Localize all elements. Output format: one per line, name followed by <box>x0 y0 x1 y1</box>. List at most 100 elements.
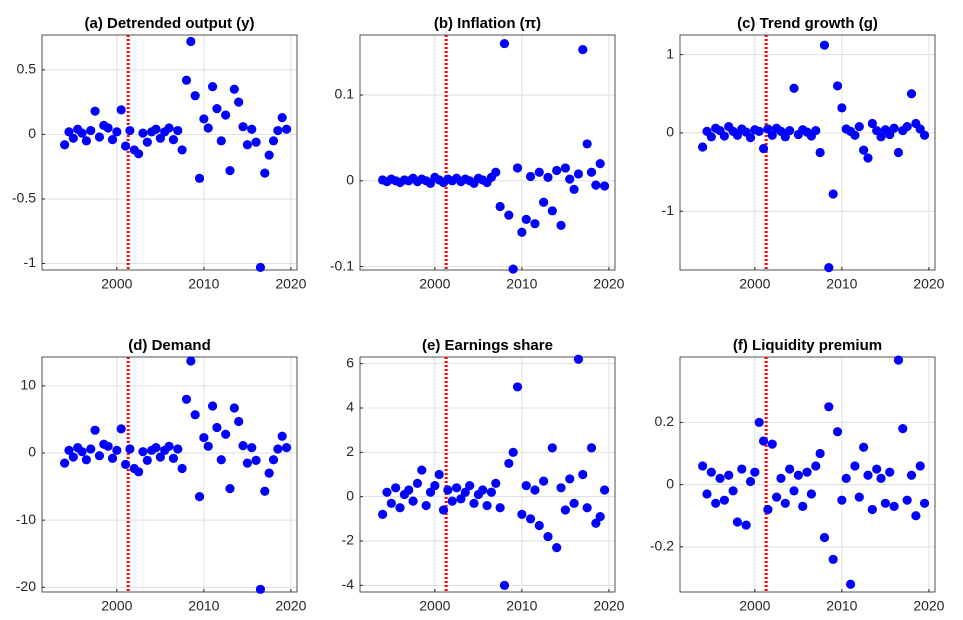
point <box>142 137 152 147</box>
point <box>90 425 100 435</box>
point <box>164 123 174 133</box>
point <box>60 140 70 150</box>
y-tick-label: -2 <box>342 532 355 548</box>
y-tick-label: 10 <box>20 377 36 393</box>
point <box>264 150 274 160</box>
point <box>754 417 764 427</box>
point <box>863 153 873 163</box>
point <box>199 114 209 124</box>
point <box>203 441 213 451</box>
point <box>216 136 226 146</box>
y-tick-label: 0 <box>28 444 36 460</box>
y-tick-label: -20 <box>16 578 36 594</box>
point <box>534 520 544 531</box>
point <box>889 501 899 512</box>
point <box>578 469 588 480</box>
point <box>715 473 725 483</box>
point <box>863 470 873 480</box>
point <box>745 133 756 143</box>
y-tick-label: 2 <box>346 443 354 459</box>
point <box>750 467 760 477</box>
x-tick-label: 2020 <box>593 276 624 292</box>
point <box>207 401 218 411</box>
point <box>430 480 440 491</box>
point <box>499 38 510 49</box>
point <box>273 444 283 454</box>
x-tick-label: 2010 <box>188 276 219 292</box>
point <box>737 464 747 474</box>
point <box>854 122 864 132</box>
point <box>802 467 812 477</box>
point <box>181 394 192 404</box>
point <box>785 125 795 136</box>
point <box>251 137 261 147</box>
y-tick-label: -4 <box>342 576 355 592</box>
point <box>203 123 213 133</box>
point <box>504 210 514 220</box>
point <box>181 75 192 85</box>
point <box>116 424 126 434</box>
point <box>155 452 165 462</box>
point <box>212 422 222 433</box>
y-tick-label: 0 <box>28 125 36 141</box>
point <box>229 403 239 413</box>
point <box>824 263 834 273</box>
point <box>221 110 231 120</box>
point <box>234 416 244 427</box>
axes-box <box>41 356 298 593</box>
point <box>255 262 266 273</box>
x-tick-label: 2020 <box>593 598 624 614</box>
point <box>828 554 838 564</box>
chart-title: (a) Detrended output (y) <box>85 15 255 32</box>
point <box>569 184 579 194</box>
x-tick-label: 2000 <box>101 598 132 614</box>
point <box>702 489 712 499</box>
chart-title: (d) Demand <box>128 337 211 354</box>
point <box>767 130 777 140</box>
y-tick-label: -0.2 <box>650 538 674 554</box>
point <box>103 441 113 451</box>
point <box>469 498 479 508</box>
point <box>504 458 514 469</box>
point <box>386 498 396 508</box>
point <box>789 486 799 496</box>
point <box>190 91 200 101</box>
point <box>264 468 274 478</box>
y-tick-label: 0 <box>666 124 674 140</box>
y-tick-label: 1 <box>666 45 674 61</box>
point <box>578 44 588 55</box>
point <box>552 543 562 553</box>
point <box>251 455 261 465</box>
x-tick-label: 2020 <box>913 276 944 292</box>
point <box>595 512 605 522</box>
point <box>859 442 869 452</box>
x-tick-label: 2020 <box>275 598 306 614</box>
point <box>741 520 751 530</box>
point <box>177 463 187 474</box>
axes-box <box>679 34 936 271</box>
point <box>125 125 135 136</box>
point <box>60 458 70 468</box>
point <box>81 455 91 465</box>
point <box>134 149 144 159</box>
point <box>785 464 795 474</box>
point <box>798 501 808 512</box>
y-tick-label: 0.5 <box>17 61 37 77</box>
point <box>543 531 553 542</box>
point <box>711 498 721 508</box>
chart-title: (e) Earnings share <box>422 337 553 354</box>
point <box>819 40 830 50</box>
point <box>94 451 105 461</box>
y-tick-label: 0.2 <box>655 413 675 429</box>
point <box>893 147 904 158</box>
plot-area <box>360 357 615 592</box>
point <box>491 167 501 177</box>
point <box>395 503 405 513</box>
point <box>811 125 821 136</box>
point <box>495 503 505 513</box>
point <box>425 487 436 497</box>
axes-box <box>359 34 616 271</box>
point <box>850 130 860 140</box>
point <box>173 444 183 454</box>
point <box>512 382 523 392</box>
